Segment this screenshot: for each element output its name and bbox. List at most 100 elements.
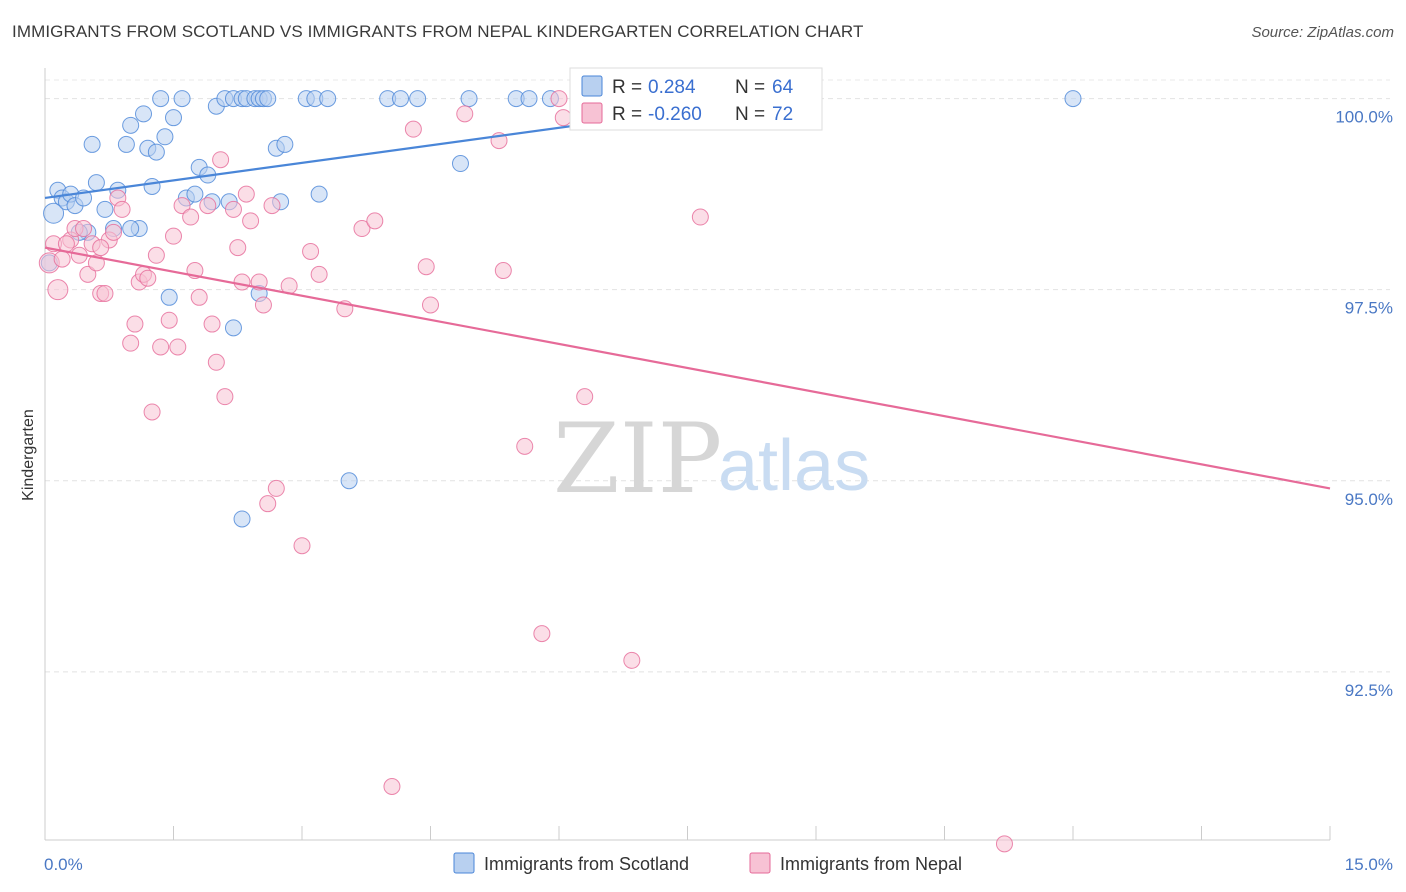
scotland-point-26 bbox=[186, 185, 204, 203]
nepal-point-2 bbox=[47, 279, 69, 301]
nepal-point-3 bbox=[53, 250, 71, 268]
nepal-point-52 bbox=[353, 220, 371, 238]
scotland-point-24 bbox=[173, 90, 191, 108]
nepal-point-36 bbox=[216, 388, 234, 406]
nepal-point-7 bbox=[75, 220, 93, 238]
y-tick-label-1: 97.5% bbox=[1345, 299, 1393, 318]
nepal-point-57 bbox=[422, 296, 439, 314]
nepal-point-22 bbox=[143, 403, 161, 421]
x-tick-label-0: 0.0% bbox=[44, 855, 83, 874]
nepal-point-63 bbox=[550, 90, 568, 108]
nepal-point-29 bbox=[182, 208, 200, 226]
nepal-point-54 bbox=[383, 777, 401, 795]
scotland-point-48 bbox=[310, 185, 328, 203]
nepal-point-18 bbox=[126, 315, 144, 333]
nepal-point-14 bbox=[105, 223, 123, 241]
watermark-zip: ZIP bbox=[553, 403, 722, 515]
scotland-point-42 bbox=[259, 90, 277, 108]
nepal-point-27 bbox=[169, 338, 187, 356]
nepal-point-23 bbox=[147, 246, 165, 264]
nepal-point-38 bbox=[229, 239, 247, 257]
nepal-point-61 bbox=[516, 437, 534, 455]
scotland-point-49 bbox=[319, 90, 337, 108]
nepal-point-67 bbox=[623, 651, 641, 669]
y-tick-labels: 100.0% 97.5% 95.0% 92.5% bbox=[1335, 108, 1393, 700]
nepal-point-39 bbox=[233, 273, 251, 291]
y-axis-title: Kindergarten bbox=[20, 409, 37, 501]
nepal-point-55 bbox=[404, 120, 422, 138]
nepal-point-49 bbox=[302, 242, 320, 260]
nepal-point-62 bbox=[533, 625, 551, 643]
trend-line-1 bbox=[44, 246, 1331, 490]
y-tick-label-0: 100.0% bbox=[1335, 108, 1393, 127]
x-tick-label-1: 15.0% bbox=[1345, 855, 1393, 874]
nepal-point-25 bbox=[160, 311, 178, 329]
nepal-point-43 bbox=[254, 296, 272, 314]
nepal-point-21 bbox=[139, 269, 157, 287]
series-legend-swatch-nepal bbox=[749, 852, 771, 874]
nepal-point-24 bbox=[152, 338, 170, 356]
nepal-point-41 bbox=[242, 212, 260, 230]
scotland-point-23 bbox=[165, 109, 182, 127]
nepal-point-56 bbox=[417, 258, 435, 276]
legend-r-label-0: R = bbox=[612, 77, 642, 98]
legend-r-value-1: -0.260 bbox=[648, 104, 702, 125]
series-legend-nepal: Immigrants from Nepal bbox=[780, 854, 962, 874]
nepal-point-46 bbox=[267, 479, 285, 497]
legend-r-label-1: R = bbox=[612, 104, 642, 125]
scotland-point-35 bbox=[224, 319, 242, 337]
scotland-point-19 bbox=[147, 143, 165, 161]
nepal-point-48 bbox=[293, 537, 311, 555]
nepal-point-40 bbox=[237, 185, 255, 203]
scotland-point-63 bbox=[122, 220, 140, 238]
nepal-point-17 bbox=[122, 334, 140, 352]
stats-legend: R = 0.284 N = 64 R = -0.260 N = 72 bbox=[569, 67, 823, 131]
scotland-point-22 bbox=[160, 288, 178, 306]
nepal-point-16 bbox=[113, 200, 131, 218]
nepal-point-70 bbox=[57, 235, 75, 253]
scotland-point-8 bbox=[83, 135, 101, 153]
scotland-point-52 bbox=[392, 90, 410, 108]
nepal-point-68 bbox=[691, 208, 709, 226]
scotland-point-36 bbox=[233, 510, 251, 528]
x-tick-labels: 0.0% 15.0% bbox=[44, 855, 1393, 874]
scotland-point-18 bbox=[143, 177, 161, 195]
nepal-point-26 bbox=[165, 227, 182, 245]
nepal-point-58 bbox=[456, 105, 474, 123]
scotland-point-10 bbox=[96, 200, 114, 218]
nepal-point-8 bbox=[79, 265, 97, 283]
scotland-point-57 bbox=[520, 90, 538, 108]
series-legend: Immigrants from Scotland Immigrants from… bbox=[453, 852, 962, 874]
series-legend-swatch-scotland bbox=[453, 852, 475, 874]
nepal-point-12 bbox=[96, 284, 114, 302]
scotland-point-20 bbox=[152, 90, 170, 108]
nepal-point-33 bbox=[203, 315, 221, 333]
chart-title: IMMIGRANTS FROM SCOTLAND VS IMMIGRANTS F… bbox=[12, 22, 864, 41]
axes bbox=[44, 68, 1331, 841]
nepal-point-44 bbox=[259, 495, 277, 513]
y-tick-label-3: 92.5% bbox=[1345, 681, 1393, 700]
nepal-point-50 bbox=[310, 265, 328, 283]
legend-n-value-0: 64 bbox=[772, 77, 794, 98]
legend-r-value-0: 0.284 bbox=[648, 77, 696, 98]
legend-n-label-0: N = bbox=[735, 77, 765, 98]
chart-source: Source: ZipAtlas.com bbox=[1251, 24, 1394, 41]
scotland-point-21 bbox=[156, 128, 174, 146]
nepal-point-45 bbox=[263, 197, 281, 215]
scotland-point-14 bbox=[122, 116, 140, 134]
series-legend-scotland: Immigrants from Scotland bbox=[484, 854, 689, 874]
nepal-point-69 bbox=[995, 835, 1013, 853]
nepal-point-31 bbox=[190, 288, 208, 306]
scotland-point-45 bbox=[276, 135, 294, 153]
scotland-point-0 bbox=[43, 202, 65, 224]
scotland-point-13 bbox=[117, 135, 135, 153]
legend-swatch-scotland bbox=[581, 75, 603, 97]
watermark: ZIP atlas bbox=[553, 403, 870, 515]
scotland-point-9 bbox=[87, 174, 105, 192]
scotland-point-53 bbox=[409, 90, 427, 108]
legend-n-value-1: 72 bbox=[772, 104, 793, 125]
nepal-point-28 bbox=[173, 197, 191, 215]
scotland-point-60 bbox=[1064, 90, 1082, 108]
scotland-point-16 bbox=[135, 105, 153, 123]
